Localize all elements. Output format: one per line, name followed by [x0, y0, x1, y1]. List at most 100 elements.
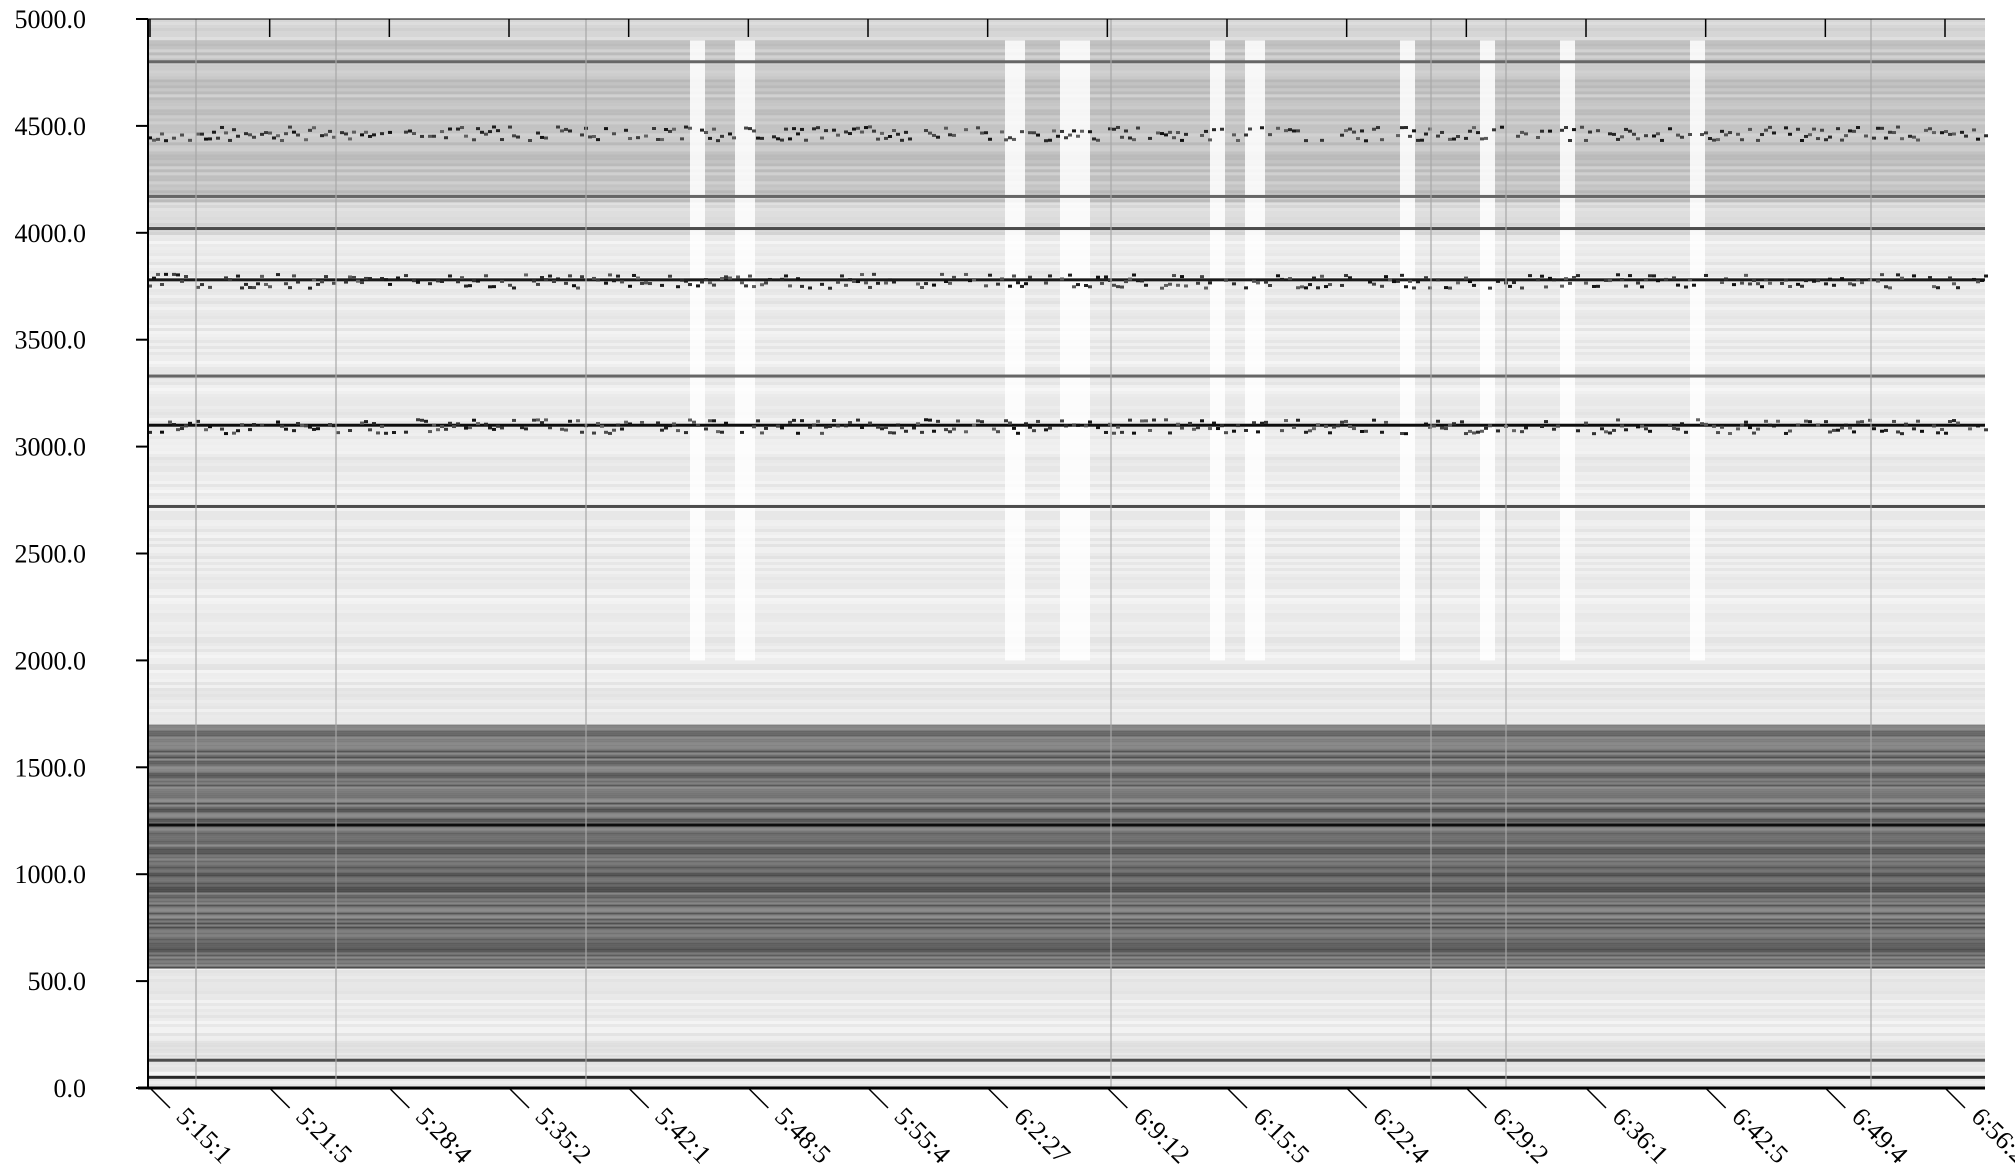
track-speckle: [248, 428, 252, 432]
dense-band-row: [148, 792, 1985, 795]
track-speckle: [372, 133, 376, 137]
track-speckle: [1912, 274, 1916, 278]
dense-band-row: [148, 818, 1985, 821]
track-speckle: [616, 423, 620, 427]
track-speckle: [640, 420, 644, 424]
track-speckle: [944, 126, 948, 130]
track-speckle: [1192, 427, 1196, 431]
track-speckle: [1804, 419, 1808, 423]
track-speckle: [764, 426, 768, 430]
texture-row: [148, 700, 1985, 703]
dense-band-row: [148, 864, 1985, 867]
track-speckle: [240, 286, 244, 290]
dense-band-row: [148, 906, 1985, 909]
track-speckle: [368, 277, 372, 281]
texture-row: [148, 19, 1985, 22]
dense-band-row: [148, 732, 1985, 735]
track-speckle: [352, 130, 356, 134]
track-speckle: [1168, 130, 1172, 134]
x-tick: [508, 1087, 530, 1109]
track-speckle: [692, 420, 696, 424]
track-speckle: [688, 418, 692, 422]
dense-band-row: [148, 918, 1985, 921]
track-speckle: [308, 425, 312, 429]
track-speckle: [1348, 425, 1352, 429]
track-speckle: [1060, 419, 1064, 423]
track-speckle: [952, 275, 956, 279]
track-speckle: [1648, 429, 1652, 433]
track-speckle: [628, 284, 632, 288]
track-speckle: [488, 285, 492, 289]
track-speckle: [1056, 134, 1060, 138]
track-speckle: [628, 422, 632, 426]
track-speckle: [1424, 132, 1428, 136]
track-speckle: [1812, 127, 1816, 131]
track-speckle: [1072, 285, 1076, 289]
track-speckle: [1356, 137, 1360, 141]
track-speckle: [1980, 278, 1984, 282]
track-speckle: [944, 428, 948, 432]
dense-band-row: [148, 754, 1985, 757]
track-speckle: [296, 133, 300, 137]
track-speckle: [1780, 281, 1784, 285]
track-speckle: [1284, 129, 1288, 133]
track-speckle: [1812, 279, 1816, 283]
track-speckle: [740, 281, 744, 285]
track-speckle: [680, 137, 684, 141]
dense-band-row: [148, 1052, 1985, 1055]
track-speckle: [1380, 430, 1384, 434]
dense-band-row: [148, 932, 1985, 935]
track-speckle: [508, 125, 512, 129]
dense-band-row: [148, 1056, 1985, 1059]
track-speckle: [464, 134, 468, 138]
track-speckle: [1032, 429, 1036, 433]
x-tick: [747, 1087, 769, 1109]
track-speckle: [1340, 420, 1344, 424]
dense-band-row: [148, 878, 1985, 881]
track-speckle: [1576, 274, 1580, 278]
track-speckle: [284, 427, 288, 431]
track-speckle: [1656, 132, 1660, 136]
vertical-streak: [1505, 19, 1507, 1088]
dense-band-row: [148, 928, 1985, 931]
track-speckle: [360, 133, 364, 137]
dense-band-row: [148, 948, 1985, 951]
track-speckle: [476, 279, 480, 283]
track-speckle: [1760, 285, 1764, 289]
track-speckle: [860, 426, 864, 430]
track-speckle: [1328, 431, 1332, 435]
track-speckle: [1048, 138, 1052, 142]
track-speckle: [1148, 428, 1152, 432]
track-speckle: [852, 279, 856, 283]
gap-column: [1400, 40, 1415, 661]
track-speckle: [932, 133, 936, 137]
track-speckle: [1164, 133, 1168, 137]
dense-band-row: [148, 778, 1985, 781]
track-speckle: [300, 424, 304, 428]
track-speckle: [664, 426, 668, 430]
track-speckle: [1300, 285, 1304, 289]
track-speckle: [980, 131, 984, 135]
dense-band-row: [148, 746, 1985, 749]
x-tick: [867, 1087, 889, 1109]
track-speckle: [148, 136, 152, 140]
track-speckle: [880, 131, 884, 135]
track-speckle: [1380, 284, 1384, 288]
y-tick-label: 0.0: [54, 1074, 87, 1103]
track-speckle: [1288, 277, 1292, 281]
track-speckle: [148, 284, 152, 288]
track-speckle: [1796, 282, 1800, 286]
track-speckle: [1308, 283, 1312, 287]
gap-column: [1560, 40, 1575, 661]
track-speckle: [1124, 280, 1128, 284]
track-speckle: [916, 422, 920, 426]
track-speckle: [380, 277, 384, 281]
track-speckle: [260, 132, 264, 136]
track-speckle: [1136, 279, 1140, 283]
x-tick: [1106, 1087, 1128, 1109]
track-speckle: [1836, 428, 1840, 432]
track-speckle: [840, 274, 844, 278]
track-speckle: [304, 138, 308, 142]
track-speckle: [1672, 276, 1676, 280]
track-speckle: [836, 133, 840, 137]
